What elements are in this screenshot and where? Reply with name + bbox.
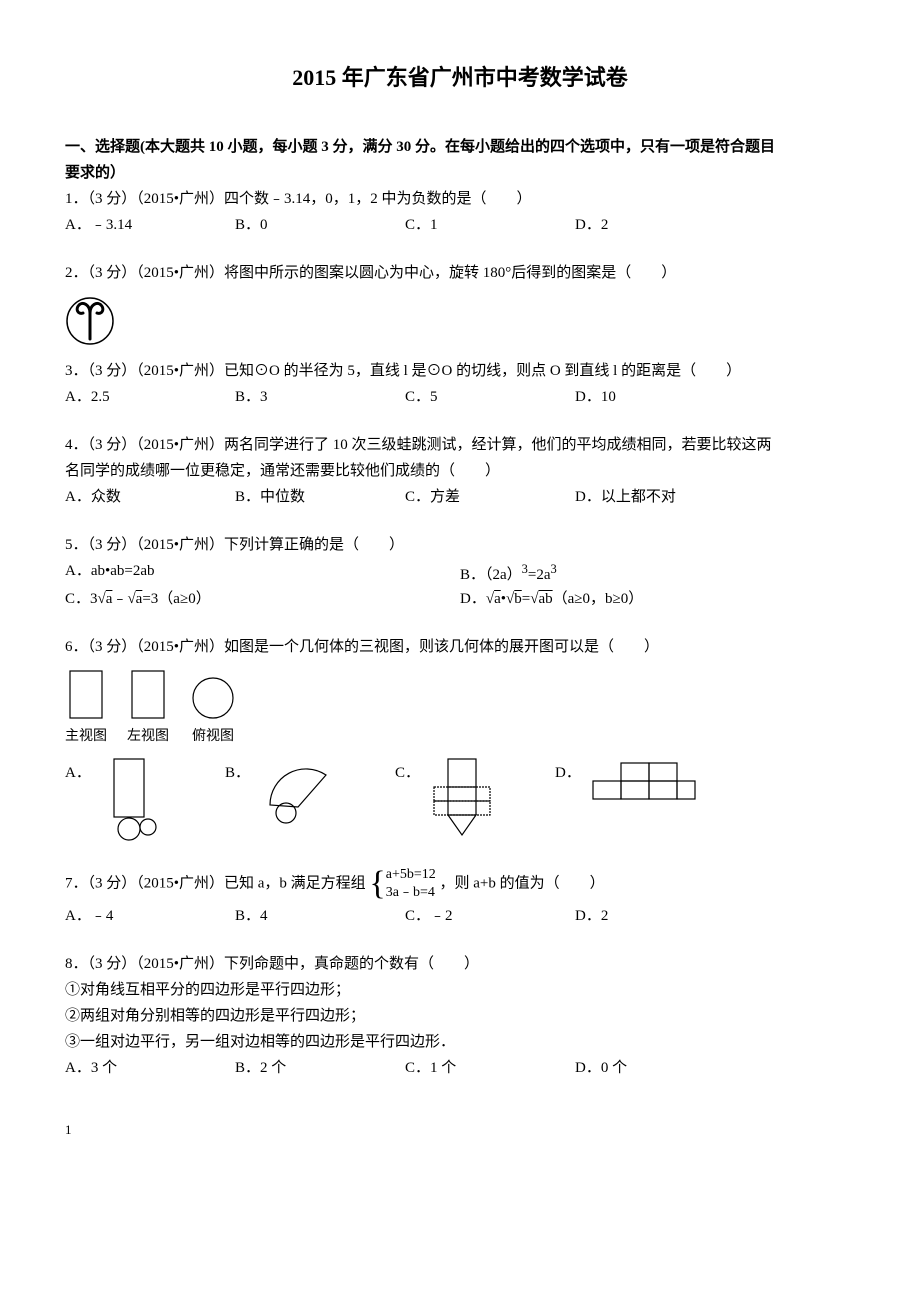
q5c-pre: C．3	[65, 591, 98, 607]
q7-choice-c: C．﹣2	[405, 904, 575, 928]
q1-choice-a: A．﹣3.14	[65, 213, 235, 237]
q7-choice-a: A．﹣4	[65, 904, 235, 928]
q8-choice-c: C．1 个	[405, 1056, 575, 1080]
q4-choice-c: C．方差	[405, 485, 575, 509]
q8-choice-b: B．2 个	[235, 1056, 405, 1080]
q5d-dot: •	[501, 591, 506, 607]
q4-choices: A．众数 B．中位数 C．方差 D．以上都不对	[65, 485, 855, 509]
q4-choice-a: A．众数	[65, 485, 235, 509]
q6-opta-label: A．	[65, 757, 91, 785]
q7-choice-b: B．4	[235, 904, 405, 928]
q6-text: 6．（3 分）（2015•广州）如图是一个几何体的三视图，则该几何体的展开图可以…	[65, 635, 855, 659]
q3-choice-c: C．5	[405, 385, 575, 409]
q5-text: 5．（3 分）（2015•广州）下列计算正确的是（ ）	[65, 533, 855, 557]
q7-choices: A．﹣4 B．4 C．﹣2 D．2	[65, 904, 855, 928]
question-5: 5．（3 分）（2015•广州）下列计算正确的是（ ） A．ab•ab=2ab …	[65, 533, 855, 611]
q5d-post: （a≥0，b≥0）	[553, 591, 644, 607]
option-a-icon	[99, 757, 159, 842]
q4-text-line2: 名同学的成绩哪一位更稳定，通常还需要比较他们成绩的（ ）	[65, 459, 855, 483]
top-view: 俯视图	[189, 674, 237, 748]
q6-optc-label: C．	[395, 757, 420, 785]
q5-choice-a: A．ab•ab=2ab	[65, 559, 460, 587]
q8-text: 8．（3 分）（2015•广州）下列命题中，真命题的个数有（ ）	[65, 952, 855, 976]
q1-choice-c: C．1	[405, 213, 575, 237]
q7-text: 7．（3 分）（2015•广州）已知 a，b 满足方程组 { a+5b=12 3…	[65, 866, 855, 902]
q5b-pre: B．（2a）	[460, 567, 522, 583]
q4-text-line1: 4．（3 分）（2015•广州）两名同学进行了 10 次三级蛙跳测试，经计算，他…	[65, 433, 855, 457]
eq-line-1: a+5b=12	[386, 866, 436, 884]
q2-text: 2．（3 分）（2015•广州）将图中所示的图案以圆心为中心，旋转 180°后得…	[65, 261, 855, 285]
q1-choice-d: D．2	[575, 213, 745, 237]
q5c-mid: ﹣	[112, 591, 127, 607]
question-4: 4．（3 分）（2015•广州）两名同学进行了 10 次三级蛙跳测试，经计算，他…	[65, 433, 855, 509]
q8-prop2: ②两组对角分别相等的四边形是平行四边形；	[65, 1004, 855, 1028]
brace-icon: {	[369, 867, 385, 901]
q6-three-views: 主视图 左视图 俯视图	[65, 667, 855, 748]
section-header-line2: 要求的）	[65, 161, 855, 185]
q1-choices: A．﹣3.14 B．0 C．1 D．2	[65, 213, 855, 237]
question-2: 2．（3 分）（2015•广州）将图中所示的图案以圆心为中心，旋转 180°后得…	[65, 261, 855, 351]
q6-option-d: D．	[555, 757, 699, 807]
question-7: 7．（3 分）（2015•广州）已知 a，b 满足方程组 { a+5b=12 3…	[65, 866, 855, 928]
aries-symbol-icon	[65, 291, 115, 351]
option-d-icon	[589, 757, 699, 807]
q5d-sqrt1: a	[494, 591, 501, 607]
question-1: 1．（3 分）（2015•广州）四个数﹣3.14，0，1，2 中为负数的是（ ）…	[65, 187, 855, 237]
q6-optd-label: D．	[555, 757, 581, 785]
section-header: 一、选择题(本大题共 10 小题，每小题 3 分，满分 30 分。在每小题给出的…	[65, 135, 855, 185]
q5-choice-c: C．3√a﹣√a=3（a≥0）	[65, 587, 460, 611]
q4-choice-d: D．以上都不对	[575, 485, 745, 509]
q1-choice-b: B．0	[235, 213, 405, 237]
equation-lines: a+5b=12 3a﹣b=4	[386, 866, 436, 902]
option-b-icon	[258, 757, 338, 827]
q6-option-b: B．	[225, 757, 385, 827]
q6-option-c: C．	[395, 757, 545, 842]
question-8: 8．（3 分）（2015•广州）下列命题中，真命题的个数有（ ） ①对角线互相平…	[65, 952, 855, 1080]
q7-choice-d: D．2	[575, 904, 745, 928]
q8-choice-a: A．3 个	[65, 1056, 235, 1080]
top-view-icon	[189, 674, 237, 722]
q8-prop1: ①对角线互相平分的四边形是平行四边形；	[65, 978, 855, 1002]
q8-choice-d: D．0 个	[575, 1056, 745, 1080]
question-3: 3．（3 分）（2015•广州）已知⊙O 的半径为 5，直线 l 是⊙O 的切线…	[65, 359, 855, 409]
section-header-line1: 一、选择题(本大题共 10 小题，每小题 3 分，满分 30 分。在每小题给出的…	[65, 135, 855, 159]
q6-option-figures: A． B． C． D．	[65, 757, 855, 842]
q3-choice-d: D．10	[575, 385, 745, 409]
page-number: 1	[65, 1120, 855, 1141]
q5-choices: A．ab•ab=2ab B．（2a）3=2a3 C．3√a﹣√a=3（a≥0） …	[65, 559, 855, 611]
eq-line-2: 3a﹣b=4	[386, 884, 436, 902]
q5c-post: =3（a≥0）	[142, 591, 210, 607]
q5d-sqrt3: ab	[538, 591, 552, 607]
side-view-icon	[128, 667, 168, 722]
q3-text: 3．（3 分）（2015•广州）已知⊙O 的半径为 5，直线 l 是⊙O 的切线…	[65, 359, 855, 383]
q5d-eq: =	[522, 591, 530, 607]
q3-choices: A．2.5 B．3 C．5 D．10	[65, 385, 855, 409]
q5-choice-d: D．√a•√b=√ab（a≥0，b≥0）	[460, 587, 855, 611]
top-view-label: 俯视图	[192, 726, 234, 748]
q6-option-a: A．	[65, 757, 215, 842]
q6-optb-label: B．	[225, 757, 250, 785]
equation-system: { a+5b=12 3a﹣b=4	[369, 866, 435, 902]
q7-text-post: ，则 a+b 的值为（ ）	[440, 875, 605, 891]
q8-choices: A．3 个 B．2 个 C．1 个 D．0 个	[65, 1056, 855, 1080]
front-view-icon	[66, 667, 106, 722]
q7-text-pre: 7．（3 分）（2015•广州）已知 a，b 满足方程组	[65, 875, 366, 891]
front-view: 主视图	[65, 667, 107, 748]
question-6: 6．（3 分）（2015•广州）如图是一个几何体的三视图，则该几何体的展开图可以…	[65, 635, 855, 841]
q5-choice-b: B．（2a）3=2a3	[460, 559, 855, 587]
q4-choice-b: B．中位数	[235, 485, 405, 509]
option-c-icon	[428, 757, 498, 842]
q5d-pre: D．	[460, 591, 486, 607]
page-title: 2015 年广东省广州市中考数学试卷	[65, 60, 855, 95]
q8-prop3: ③一组对边平行，另一组对边相等的四边形是平行四边形．	[65, 1030, 855, 1054]
side-view-label: 左视图	[127, 726, 169, 748]
q3-choice-a: A．2.5	[65, 385, 235, 409]
q3-choice-b: B．3	[235, 385, 405, 409]
q5b-post: =2a	[528, 567, 551, 583]
front-view-label: 主视图	[65, 726, 107, 748]
q5b-sup2: 3	[551, 562, 557, 576]
side-view: 左视图	[127, 667, 169, 748]
q5d-sqrt2: b	[514, 591, 522, 607]
q1-text: 1．（3 分）（2015•广州）四个数﹣3.14，0，1，2 中为负数的是（ ）	[65, 187, 855, 211]
